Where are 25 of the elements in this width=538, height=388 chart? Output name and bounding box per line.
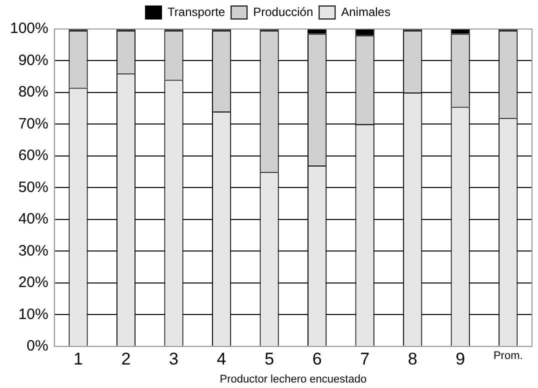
legend-label: Animales <box>341 4 390 19</box>
y-tick-label: 90% <box>18 52 48 69</box>
legend-label: Transporte <box>168 4 226 19</box>
x-tick-label: 4 <box>216 349 226 368</box>
y-tick-label: 70% <box>18 115 48 132</box>
x-tick-label: 7 <box>360 349 370 368</box>
y-tick-label: 100% <box>10 20 48 38</box>
x-tick-label: 3 <box>169 349 179 368</box>
x-tick-label: Prom. <box>493 350 523 362</box>
x-tick-label: 2 <box>121 349 131 368</box>
y-tick-label: 50% <box>18 178 48 196</box>
y-tick-label: 20% <box>18 274 48 292</box>
x-tick-label: 6 <box>312 349 322 368</box>
legend-label: Producción <box>253 4 314 19</box>
y-tick-label: 10% <box>18 306 48 323</box>
y-tick-label: 30% <box>18 242 48 260</box>
y-tick-label: 40% <box>18 210 48 228</box>
x-axis-title: Productor lechero encuestado <box>220 373 367 386</box>
y-tick-label: 80% <box>18 84 48 101</box>
x-tick-label: 8 <box>408 349 418 368</box>
x-tick-label: 9 <box>456 349 466 368</box>
y-tick-label: 0% <box>26 338 48 355</box>
x-tick-label: 1 <box>74 349 83 368</box>
x-tick-label: 5 <box>264 349 274 368</box>
y-tick-label: 60% <box>18 147 48 164</box>
